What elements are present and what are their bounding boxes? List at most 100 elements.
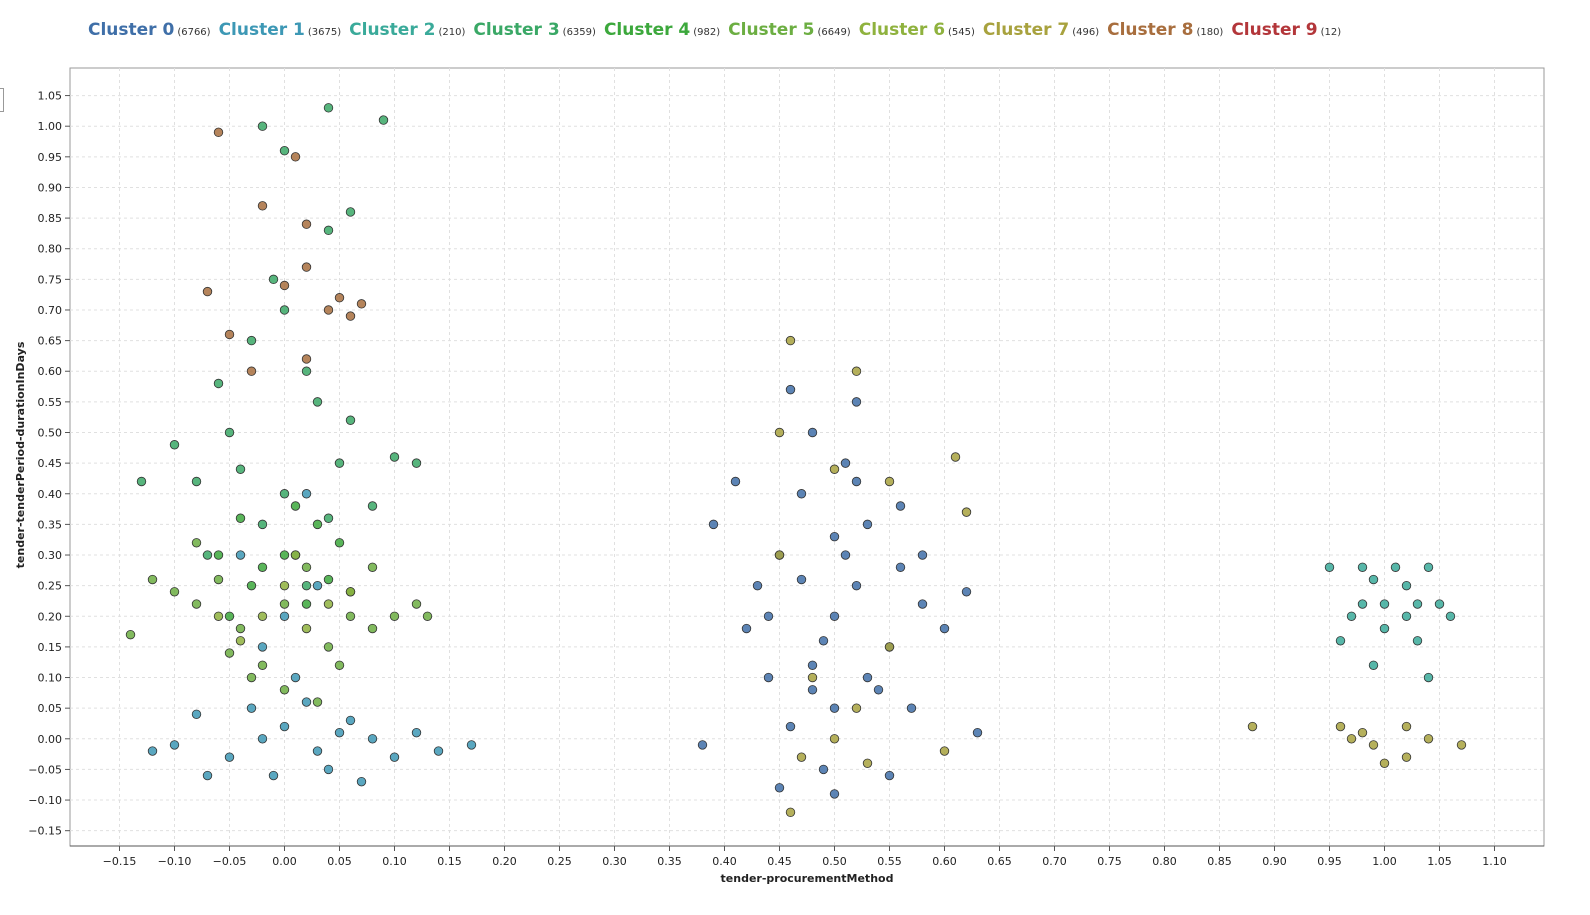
data-point xyxy=(884,770,895,781)
data-point xyxy=(389,611,400,621)
data-point xyxy=(213,378,224,389)
y-tick-label: −0.15 xyxy=(28,825,62,838)
x-tick-label: 0.90 xyxy=(1262,855,1287,868)
data-point xyxy=(301,366,312,376)
data-point xyxy=(246,672,257,683)
x-tick-label: 0.55 xyxy=(877,855,902,868)
axes: −0.15 −0.10 −0.05 0.00 0.05 0.10 0.15 0.20 0.25 0… xyxy=(28,90,1544,868)
data-point xyxy=(345,311,356,321)
legend-count: (3675) xyxy=(307,27,342,38)
y-tick-label: 1.00 xyxy=(38,120,63,133)
x-tick-label: 0.05 xyxy=(327,855,352,868)
data-point xyxy=(1445,611,1456,621)
data-point xyxy=(202,550,213,560)
data-point xyxy=(1379,623,1390,634)
data-point xyxy=(774,550,785,560)
data-point xyxy=(961,507,972,517)
legend-item[interactable]: Cluster 2 (210) xyxy=(349,20,465,40)
x-tick-label: 0.85 xyxy=(1207,855,1232,868)
data-point xyxy=(1379,758,1390,768)
data-point xyxy=(411,599,422,609)
data-point xyxy=(829,464,840,474)
y-tick-label: 1.05 xyxy=(38,90,63,103)
data-point xyxy=(136,476,147,487)
data-point xyxy=(279,685,290,695)
data-point xyxy=(301,599,312,609)
collapse-tab[interactable] xyxy=(0,88,4,112)
legend-item[interactable]: Cluster 7 (496) xyxy=(983,20,1099,40)
legend-item[interactable]: Cluster 3 (6359) xyxy=(473,20,596,40)
x-tick-label: 1.00 xyxy=(1372,855,1397,868)
data-point xyxy=(290,550,301,560)
legend-item[interactable]: Cluster 6 (545) xyxy=(859,20,975,40)
data-point xyxy=(213,127,224,138)
x-tick-label: −0.05 xyxy=(213,855,247,868)
data-point xyxy=(378,115,389,125)
data-point xyxy=(851,580,862,591)
data-point xyxy=(246,703,257,713)
legend-label: Cluster 3 xyxy=(473,20,560,40)
data-point xyxy=(323,513,334,523)
data-point xyxy=(246,335,257,346)
data-point xyxy=(939,623,950,634)
legend-item[interactable]: Cluster 5 (6649) xyxy=(728,20,851,40)
data-point xyxy=(312,519,323,530)
data-point xyxy=(1357,727,1368,738)
data-point xyxy=(191,476,202,487)
legend-item[interactable]: Cluster 9 (12) xyxy=(1231,20,1341,40)
data-point xyxy=(323,574,334,585)
data-point xyxy=(840,458,851,468)
legend-label: Cluster 5 xyxy=(728,20,815,40)
data-point xyxy=(257,660,268,670)
y-tick-label: 0.20 xyxy=(38,610,63,623)
data-point xyxy=(257,201,268,211)
legend-label: Cluster 8 xyxy=(1107,20,1194,40)
data-point xyxy=(345,415,356,425)
data-point xyxy=(807,427,818,438)
x-tick-label: 0.40 xyxy=(712,855,737,868)
data-point xyxy=(1412,599,1423,609)
data-point xyxy=(829,611,840,621)
data-point xyxy=(169,740,180,750)
y-tick-label: 0.70 xyxy=(38,304,63,317)
legend-count: (545) xyxy=(948,27,975,38)
legend-item[interactable]: Cluster 1 (3675) xyxy=(219,20,342,40)
data-point xyxy=(829,789,840,799)
data-point xyxy=(422,611,433,621)
data-point xyxy=(796,574,807,585)
data-point xyxy=(829,531,840,542)
data-point xyxy=(169,440,180,450)
legend-label: Cluster 9 xyxy=(1231,20,1318,40)
data-point xyxy=(752,580,763,591)
y-tick-label: 0.45 xyxy=(38,457,63,470)
data-points xyxy=(125,103,1467,818)
data-point xyxy=(741,623,752,634)
legend-item[interactable]: Cluster 8 (180) xyxy=(1107,20,1223,40)
legend-item[interactable]: Cluster 0 (6766) xyxy=(88,20,211,40)
data-point xyxy=(1390,562,1401,572)
legend-item[interactable]: Cluster 4 (982) xyxy=(604,20,720,40)
data-point xyxy=(1324,562,1335,572)
data-point xyxy=(433,746,444,756)
data-point xyxy=(411,458,422,468)
data-point xyxy=(323,764,334,775)
x-tick-label: 0.15 xyxy=(437,855,462,868)
data-point xyxy=(279,599,290,609)
x-tick-label: 0.50 xyxy=(822,855,847,868)
data-point xyxy=(785,384,796,395)
grid xyxy=(70,68,1544,846)
data-point xyxy=(191,709,202,719)
data-point xyxy=(851,366,862,376)
data-point xyxy=(389,752,400,762)
x-tick-label: 0.75 xyxy=(1097,855,1122,868)
legend-count: (210) xyxy=(438,27,466,38)
y-tick-label: −0.10 xyxy=(28,794,62,807)
data-point xyxy=(906,703,917,713)
data-point xyxy=(697,740,708,750)
data-point xyxy=(257,562,268,572)
data-point xyxy=(224,611,235,621)
data-point xyxy=(862,672,873,683)
y-tick-label: 0.25 xyxy=(38,580,63,593)
data-point xyxy=(356,299,367,309)
y-tick-label: 0.15 xyxy=(38,641,63,654)
